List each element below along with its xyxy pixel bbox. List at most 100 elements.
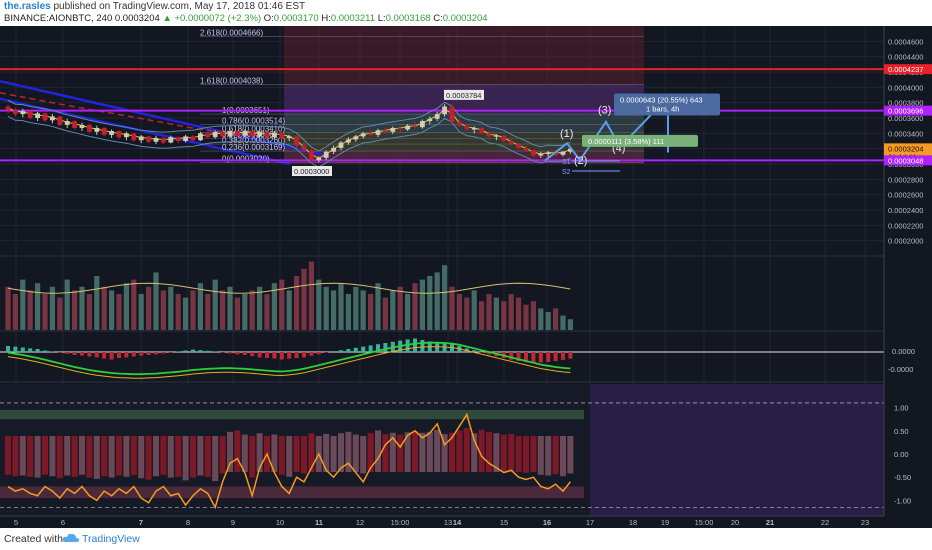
osc-bar xyxy=(27,436,34,477)
macd-bar xyxy=(538,352,543,363)
candle-body xyxy=(183,136,188,141)
volume-bar xyxy=(183,297,189,330)
macd-line xyxy=(7,341,571,376)
fib-level-label: 0.236(0.0003169) xyxy=(222,143,286,152)
volume-bar xyxy=(131,279,137,330)
candle-body xyxy=(249,131,255,137)
price-change: ▲ +0.0000072 (+2.3%) xyxy=(162,13,262,24)
volume-bar xyxy=(249,290,255,330)
macd-bar xyxy=(561,352,565,360)
osc-bar xyxy=(515,436,522,472)
osc-bar xyxy=(389,432,396,472)
macd-bar xyxy=(516,352,521,361)
ohlc-close-label: C: xyxy=(433,13,443,24)
candle-body xyxy=(220,131,225,137)
price-badge: 0.0003204 xyxy=(888,144,923,153)
osc-bar xyxy=(367,433,374,472)
osc-bar xyxy=(182,436,189,481)
candle-body xyxy=(494,135,499,137)
osc-bar xyxy=(204,436,211,477)
volume-bar xyxy=(456,294,462,330)
candle-body xyxy=(531,150,536,156)
time-tick-label: 12 xyxy=(356,518,364,527)
volume-bar xyxy=(301,268,307,330)
osc-bar xyxy=(486,431,492,472)
measure-box-bottom-text: 0.0000111 (3.58%) 111 xyxy=(588,137,664,146)
time-tick-label: 9 xyxy=(231,518,235,527)
volume-bar xyxy=(271,283,277,330)
volume-bar xyxy=(190,290,196,330)
macd-bar xyxy=(139,352,144,356)
osc-bar xyxy=(345,431,352,472)
fib-level-label: 0.786(0.0003514) xyxy=(222,117,286,126)
macd-bar xyxy=(109,352,114,360)
candle-body xyxy=(516,144,521,148)
candle-body xyxy=(205,133,211,138)
candle-body xyxy=(116,131,122,138)
volume-bars xyxy=(5,261,573,330)
macd-bar xyxy=(191,349,195,352)
candle-body xyxy=(508,141,514,145)
osc-bar xyxy=(42,436,48,475)
macd-bar xyxy=(546,352,551,362)
measure-box-bottom xyxy=(582,134,698,147)
osc-bar xyxy=(56,436,63,479)
candle-body xyxy=(434,114,440,119)
volume-bar xyxy=(486,294,492,330)
macd-bar xyxy=(235,352,240,355)
price-tick-label: 0.0002600 xyxy=(888,191,923,200)
measure-box-top xyxy=(614,93,720,116)
osc-bar xyxy=(463,428,470,472)
macd-bar xyxy=(324,352,329,353)
osc-bar xyxy=(412,431,418,472)
price-tick-label: 0.0003600 xyxy=(888,114,923,123)
candle-body xyxy=(360,133,366,137)
time-tick-label: 20 xyxy=(731,518,739,527)
osc-bar xyxy=(441,434,448,472)
osc-tick-label: -1.00 xyxy=(894,496,911,505)
price-tick-label: 0.0003400 xyxy=(888,129,923,138)
macd-bar xyxy=(213,351,218,352)
time-tick-label: 23 xyxy=(861,518,869,527)
candle-body xyxy=(449,106,455,122)
macd-bar xyxy=(72,352,77,355)
osc-bar xyxy=(404,432,411,472)
osc-bar xyxy=(352,434,359,472)
measure-box-top-sub: 1 bars, 4h xyxy=(646,104,679,113)
osc-bar xyxy=(301,436,307,474)
macd-bar xyxy=(509,352,514,360)
volume-bar xyxy=(345,294,351,330)
osc-bar xyxy=(19,436,26,476)
price-tick-label: 0.0004600 xyxy=(888,37,923,46)
volume-bar xyxy=(257,286,263,330)
price-badge-bg xyxy=(884,155,932,166)
macd-bar xyxy=(339,350,343,352)
volume-bar xyxy=(146,286,152,330)
macd-bar xyxy=(346,349,351,352)
osc-bar xyxy=(449,432,455,472)
volume-bar xyxy=(72,290,78,330)
osc-bar xyxy=(478,429,485,472)
volume-bar xyxy=(331,290,337,330)
candle-body xyxy=(323,151,329,158)
time-tick-label: 8 xyxy=(186,518,190,527)
ohlc-close: 0.0003204 xyxy=(442,13,488,24)
cloud-icon xyxy=(62,533,80,542)
price-chart[interactable]: 2.618(0.0004666)1.618(0.0004038)1(0.0003… xyxy=(0,26,932,528)
macd-bar xyxy=(250,352,255,357)
macd-histogram xyxy=(6,338,573,363)
fib-level-label: 1.618(0.0004038) xyxy=(200,76,264,85)
macd-bar xyxy=(146,352,151,355)
volume-bar xyxy=(412,283,418,330)
author-name[interactable]: the.rasles xyxy=(4,1,51,12)
tradingview-brand[interactable]: TradingView xyxy=(82,533,140,545)
volume-bar xyxy=(316,279,322,330)
osc-bar xyxy=(545,436,552,476)
publish-text: published on TradingView.com, May 17, 20… xyxy=(53,1,306,12)
candle-body xyxy=(101,127,107,135)
macd-bar xyxy=(43,350,47,352)
chart-area[interactable]: 2.618(0.0004666) 1.618(0.0004038) 1(0.0003… xyxy=(0,26,932,528)
volume-bar xyxy=(530,301,536,330)
candle-body xyxy=(353,136,359,140)
osc-bar xyxy=(256,433,263,472)
